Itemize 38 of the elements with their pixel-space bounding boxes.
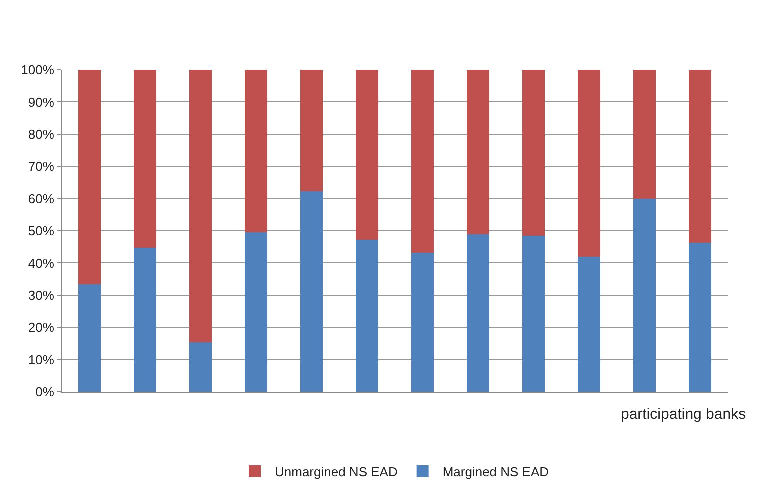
bar [300,191,323,392]
y-tick-label: 20% [28,320,55,336]
y-tick-label: 40% [28,256,55,271]
y-tick-label: 70% [28,159,55,174]
bar [190,342,212,392]
bar [245,232,268,392]
y-tick-label: 0% [36,384,55,400]
y-tick-label: 80% [28,126,55,142]
bar [245,70,268,232]
x-axis-title: participating banks [621,406,746,423]
bar [522,236,545,392]
y-tick-label: 30% [28,288,55,303]
bar [634,70,656,200]
bar [689,70,712,243]
bar [356,70,378,240]
bar [134,248,156,392]
bar [578,256,600,392]
bar [467,70,490,235]
bar [467,234,490,392]
bar [578,70,600,257]
bar [300,70,323,192]
bar [522,70,545,236]
y-tick-label: 100% [21,62,55,78]
legend-label: Margined NS EAD [442,464,550,480]
bar [78,70,101,284]
legend-label: Unmargined NS EAD [275,464,398,480]
bar [134,70,156,248]
bar [190,70,212,342]
bar [356,240,378,392]
y-tick-label: 50% [28,224,55,239]
bar [689,242,712,392]
y-tick-label: 90% [28,94,55,110]
y-tick-label: 60% [28,191,55,206]
y-tick-label: 10% [28,352,55,368]
bar [78,284,101,392]
bar [634,199,656,392]
bar [412,70,434,253]
bar [412,252,434,392]
